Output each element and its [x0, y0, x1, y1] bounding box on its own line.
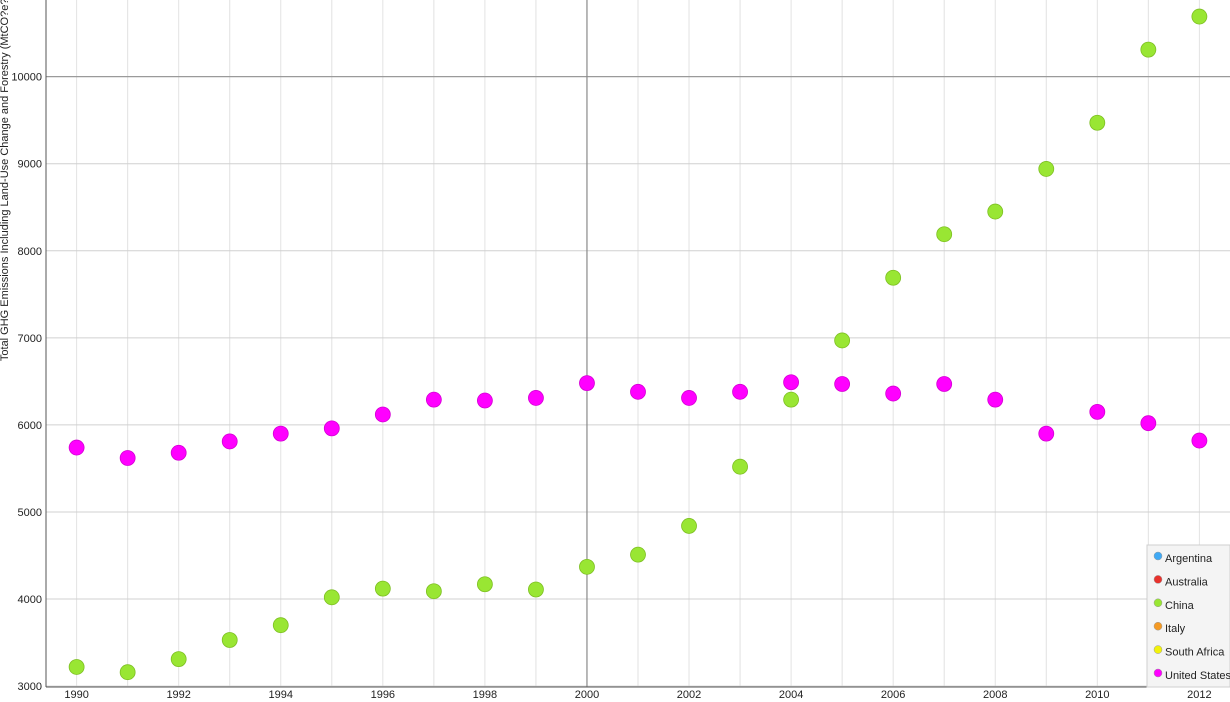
- data-point-united-states[interactable]: [119, 450, 136, 466]
- data-point-united-states[interactable]: [987, 391, 1004, 408]
- data-point-china[interactable]: [323, 589, 340, 606]
- legend-label: Argentina: [1165, 553, 1213, 565]
- y-tick-label: 8000: [18, 246, 42, 258]
- legend-label: China: [1165, 600, 1195, 612]
- data-point-united-states[interactable]: [630, 383, 646, 400]
- data-point-united-states[interactable]: [323, 420, 340, 437]
- data-point-china[interactable]: [732, 458, 748, 475]
- data-point-china[interactable]: [783, 391, 800, 408]
- data-point-china[interactable]: [1140, 41, 1157, 58]
- data-point-united-states[interactable]: [374, 406, 391, 423]
- data-point-united-states[interactable]: [1089, 403, 1106, 420]
- legend-item-australia[interactable]: Australia: [1153, 575, 1209, 588]
- data-point-united-states[interactable]: [272, 425, 289, 442]
- data-point-china[interactable]: [170, 651, 187, 668]
- legend-item-united-states[interactable]: United States: [1153, 668, 1230, 682]
- data-point-china[interactable]: [476, 576, 493, 593]
- data-point-united-states[interactable]: [732, 383, 748, 400]
- x-tick-label: 2012: [1187, 689, 1211, 701]
- data-point-united-states[interactable]: [783, 374, 800, 391]
- legend-marker: [1153, 668, 1163, 678]
- x-tick-label: 2006: [881, 689, 905, 701]
- axes: 1990 1992 1994 1996 1998 2000 2002 2004 2006 2008…: [11, 0, 1230, 701]
- data-point-united-states[interactable]: [68, 439, 85, 456]
- x-tick-label: 1998: [473, 689, 497, 701]
- data-point-china[interactable]: [579, 558, 595, 575]
- data-point-united-states[interactable]: [221, 433, 238, 450]
- x-tick-label: 2002: [677, 689, 701, 701]
- legend-marker: [1153, 551, 1163, 561]
- data-point-china[interactable]: [936, 226, 953, 243]
- data-point-china[interactable]: [374, 580, 391, 597]
- grid: [46, 0, 1230, 687]
- legend-marker: [1153, 575, 1163, 584]
- legend-marker: [1153, 645, 1163, 654]
- y-tick-label: 9000: [18, 159, 42, 171]
- legend-marker: [1153, 621, 1163, 631]
- legend-item-italy[interactable]: Italy: [1153, 621, 1186, 635]
- data-point-china[interactable]: [119, 664, 136, 681]
- y-axis-label: Total GHG Emissions Including Land-Use C…: [0, 0, 11, 361]
- legend-box: [1146, 544, 1230, 688]
- data-point-china[interactable]: [987, 203, 1004, 220]
- data-point-china[interactable]: [630, 546, 646, 563]
- data-point-united-states[interactable]: [681, 390, 697, 406]
- x-tick-label: 2004: [779, 689, 803, 701]
- data-point-china[interactable]: [1191, 8, 1208, 25]
- x-tick-label: 1994: [269, 689, 293, 701]
- y-tick-label: 3000: [18, 681, 42, 693]
- data-point-china[interactable]: [681, 518, 697, 534]
- y-tick-label: 10000: [11, 72, 42, 84]
- legend-label: South Africa: [1165, 647, 1225, 659]
- legend[interactable]: Argentina Australia China Italy South Africa…: [1146, 544, 1230, 688]
- legend-label: Australia: [1165, 576, 1209, 588]
- x-tick-label: 2008: [983, 689, 1007, 701]
- x-tick-label: 1990: [64, 689, 88, 701]
- x-tick-label: 2000: [575, 689, 599, 701]
- legend-item-south-africa[interactable]: South Africa: [1153, 645, 1225, 659]
- y-tick-label: 7000: [18, 333, 42, 345]
- data-point-united-states[interactable]: [528, 390, 544, 406]
- data-point-united-states[interactable]: [834, 376, 851, 392]
- legend-item-china[interactable]: China: [1153, 598, 1195, 612]
- y-tick-label: 5000: [18, 507, 42, 519]
- data-point-united-states[interactable]: [885, 385, 902, 402]
- y-tick-label: 4000: [18, 594, 42, 606]
- data-point-united-states[interactable]: [170, 444, 187, 461]
- legend-marker: [1153, 598, 1163, 608]
- data-point-united-states[interactable]: [936, 376, 953, 392]
- data-point-united-states[interactable]: [1140, 415, 1157, 432]
- data-point-china[interactable]: [425, 583, 442, 600]
- data-point-china[interactable]: [834, 332, 851, 349]
- data-point-china[interactable]: [1089, 114, 1106, 131]
- data-point-china[interactable]: [221, 632, 238, 648]
- data-point-china[interactable]: [272, 617, 289, 634]
- data-point-united-states[interactable]: [579, 375, 595, 392]
- legend-label: Italy: [1165, 623, 1186, 635]
- data-point-china[interactable]: [1038, 161, 1055, 177]
- data-point-china[interactable]: [68, 659, 85, 675]
- legend-item-argentina[interactable]: Argentina: [1153, 551, 1213, 565]
- data-point-china[interactable]: [885, 269, 902, 286]
- data-point-united-states[interactable]: [476, 392, 493, 409]
- y-tick-label: 6000: [18, 420, 42, 432]
- data-point-united-states[interactable]: [1038, 425, 1055, 442]
- data-point-united-states[interactable]: [1191, 432, 1208, 449]
- x-tick-label: 1996: [371, 689, 395, 701]
- x-tick-label: 2010: [1085, 689, 1109, 701]
- legend-label: United States: [1165, 670, 1230, 682]
- data-point-china[interactable]: [528, 581, 544, 598]
- data-points: [68, 8, 1208, 681]
- x-tick-label: 1992: [166, 689, 190, 701]
- data-point-united-states[interactable]: [425, 391, 442, 408]
